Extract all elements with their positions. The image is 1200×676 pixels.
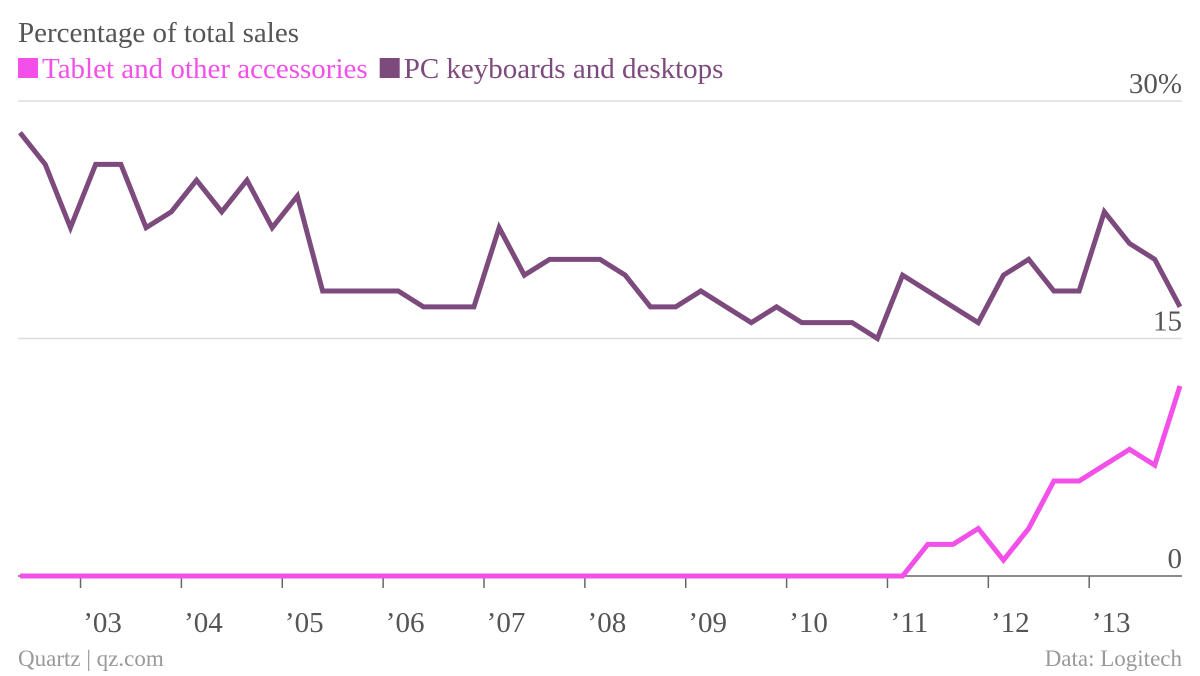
- line: [18, 131, 1183, 343]
- x-tick-label: ’10: [789, 607, 828, 639]
- x-tick-label: ’09: [688, 607, 727, 639]
- x-tick-label: ’11: [891, 607, 929, 639]
- x-tick-label: ’03: [83, 607, 122, 639]
- y-tick-label: 30%: [1129, 68, 1182, 100]
- chart-title: Percentage of total sales: [18, 17, 299, 49]
- x-tick-label: ’04: [184, 607, 223, 639]
- legend-label: Tablet and other accessories: [42, 53, 368, 85]
- x-tick-label: ’13: [1092, 607, 1131, 639]
- legend-label: PC keyboards and desktops: [404, 53, 724, 85]
- y-tick-label: 15: [1153, 306, 1182, 338]
- y-tick-label: 0: [1168, 543, 1183, 575]
- line: [20, 385, 1183, 579]
- credit: Quartz | qz.com: [18, 646, 164, 671]
- x-tick-label: ’07: [487, 607, 526, 639]
- x-tick-label: ’06: [386, 607, 425, 639]
- x-tick-label: ’12: [991, 607, 1030, 639]
- legend-swatch: [18, 58, 38, 78]
- x-tick-label: ’08: [588, 607, 627, 639]
- legend-swatch: [379, 58, 400, 78]
- source: Data: Logitech: [1045, 646, 1183, 671]
- x-tick-label: ’05: [285, 607, 324, 639]
